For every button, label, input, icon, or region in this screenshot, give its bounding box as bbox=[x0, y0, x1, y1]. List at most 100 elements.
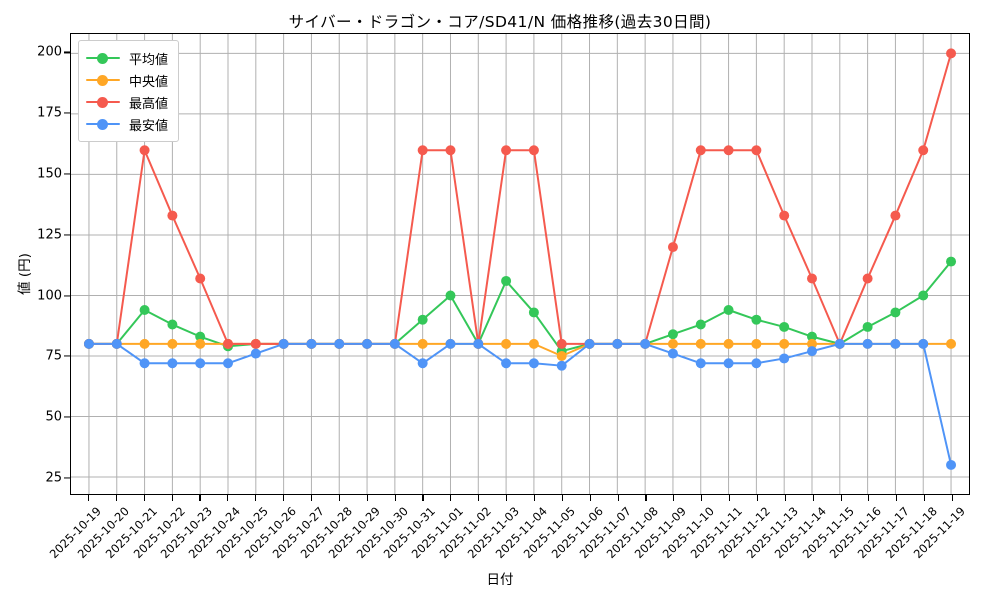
x-axis-tick-mark bbox=[896, 495, 898, 501]
legend-swatch-icon bbox=[86, 95, 120, 109]
x-axis-tick-mark bbox=[645, 495, 647, 501]
legend-item[interactable]: 中央値 bbox=[86, 69, 168, 91]
data-point bbox=[640, 338, 651, 349]
x-axis-tick-mark bbox=[283, 495, 285, 501]
data-point bbox=[751, 314, 762, 325]
legend-item[interactable]: 最安値 bbox=[86, 113, 168, 135]
legend-swatch-icon bbox=[86, 51, 120, 65]
x-axis-tick-mark bbox=[701, 495, 703, 501]
data-point bbox=[946, 459, 957, 470]
y-axis-tick: 200 bbox=[37, 44, 62, 60]
x-axis-tick-mark bbox=[450, 495, 452, 501]
data-point bbox=[139, 358, 150, 369]
data-point bbox=[946, 256, 957, 267]
y-axis-tick-mark bbox=[64, 51, 70, 53]
data-point bbox=[556, 351, 567, 361]
data-point bbox=[528, 145, 539, 156]
data-point bbox=[723, 358, 734, 369]
data-point bbox=[501, 275, 512, 286]
x-axis-tick-mark bbox=[227, 495, 229, 501]
data-point bbox=[862, 338, 873, 349]
y-axis-tick-labels: 25 50 75 100 125 150 175 200 bbox=[0, 0, 62, 600]
data-point bbox=[751, 338, 762, 349]
data-point bbox=[807, 338, 817, 349]
x-axis-tick-mark bbox=[255, 495, 257, 501]
data-point bbox=[528, 358, 539, 369]
data-point bbox=[501, 358, 512, 369]
x-axis-tick-mark bbox=[533, 495, 536, 501]
y-axis-tick-mark bbox=[64, 295, 70, 297]
data-point bbox=[807, 331, 817, 342]
data-point bbox=[445, 290, 456, 301]
data-point bbox=[334, 338, 345, 349]
y-axis-tick: 150 bbox=[37, 166, 62, 182]
x-axis-tick-mark bbox=[924, 495, 926, 501]
y-axis-tick-mark bbox=[64, 173, 70, 175]
data-point bbox=[556, 360, 567, 371]
data-point bbox=[723, 145, 734, 156]
y-axis-tick: 25 bbox=[45, 470, 62, 486]
data-point bbox=[612, 338, 623, 349]
data-point bbox=[667, 242, 678, 253]
series-line bbox=[87, 342, 953, 466]
data-point bbox=[667, 329, 678, 340]
x-axis-tick-mark bbox=[394, 495, 396, 501]
data-point bbox=[278, 338, 289, 349]
legend-label: 平均値 bbox=[129, 52, 169, 68]
legend-item[interactable]: 最高値 bbox=[86, 91, 168, 113]
data-point bbox=[195, 358, 206, 369]
data-point bbox=[167, 210, 178, 221]
series-line bbox=[87, 52, 953, 345]
y-axis-tick: 50 bbox=[45, 409, 62, 425]
data-point bbox=[111, 338, 122, 349]
data-point bbox=[528, 307, 539, 318]
x-axis-tick-mark bbox=[338, 495, 340, 501]
legend-item[interactable]: 平均値 bbox=[86, 47, 168, 69]
x-axis-tick-mark bbox=[422, 495, 424, 501]
data-point bbox=[362, 338, 373, 349]
data-point bbox=[779, 321, 790, 332]
data-point bbox=[695, 338, 706, 349]
x-axis-tick-mark bbox=[88, 495, 90, 501]
x-axis-tick-mark bbox=[729, 495, 731, 501]
data-point bbox=[445, 338, 456, 349]
data-point bbox=[695, 145, 706, 156]
series-line bbox=[87, 342, 953, 357]
data-point bbox=[417, 314, 428, 325]
x-axis-tick-mark bbox=[115, 495, 117, 501]
data-point bbox=[139, 305, 150, 315]
data-point bbox=[695, 358, 706, 369]
data-point bbox=[528, 338, 539, 349]
data-point bbox=[139, 338, 150, 349]
y-axis-tick-mark bbox=[64, 477, 70, 479]
data-point bbox=[584, 338, 595, 349]
data-point bbox=[779, 338, 790, 349]
data-point bbox=[417, 145, 428, 156]
x-axis-tick-mark bbox=[952, 495, 954, 501]
legend-swatch-icon bbox=[86, 117, 120, 131]
data-point bbox=[862, 321, 873, 332]
data-point bbox=[473, 338, 484, 349]
data-point bbox=[779, 210, 790, 221]
data-point bbox=[501, 338, 512, 349]
data-point bbox=[306, 338, 317, 349]
data-point bbox=[807, 273, 817, 284]
y-axis-tick-mark bbox=[64, 416, 70, 418]
x-axis-tick-mark bbox=[673, 495, 675, 501]
y-axis-tick-mark bbox=[64, 355, 70, 357]
data-point bbox=[890, 210, 901, 221]
data-point bbox=[723, 305, 734, 315]
y-axis-label: 値 (円) bbox=[17, 253, 33, 295]
y-axis-tick-mark bbox=[64, 112, 70, 114]
data-point bbox=[890, 307, 901, 318]
plot-area bbox=[70, 33, 970, 495]
legend-label: 最高値 bbox=[129, 96, 169, 112]
data-point bbox=[834, 338, 845, 349]
data-point bbox=[167, 358, 178, 369]
x-axis-tick-mark bbox=[561, 495, 563, 501]
data-point bbox=[139, 145, 150, 156]
data-point bbox=[946, 338, 957, 349]
data-point bbox=[250, 348, 261, 359]
chart-legend[interactable]: 平均値 中央値最高値 最安値 bbox=[78, 40, 180, 142]
